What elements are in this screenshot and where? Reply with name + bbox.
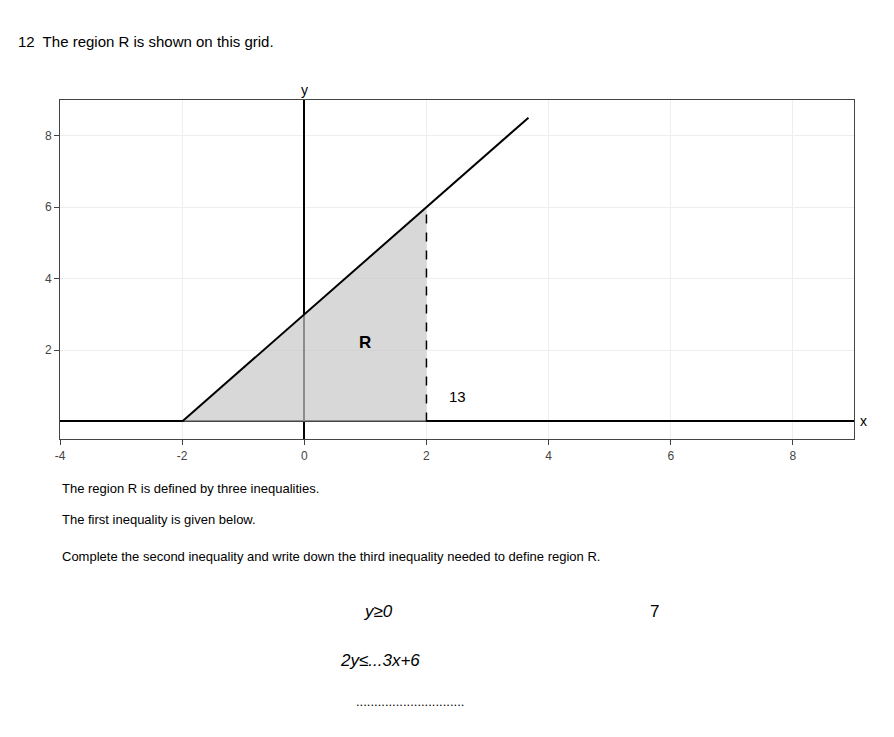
svg-text:R: R [359, 333, 371, 352]
svg-text:4: 4 [45, 272, 52, 286]
svg-text:The first inequality is given: The first inequality is given below. [62, 512, 256, 527]
svg-text:13: 13 [449, 388, 466, 405]
svg-text:y≥0: y≥0 [364, 602, 393, 621]
svg-text:7: 7 [650, 602, 659, 621]
svg-text:2: 2 [423, 449, 430, 463]
svg-text:4: 4 [545, 449, 552, 463]
svg-text:8: 8 [790, 449, 797, 463]
svg-text:The region R is defined by thr: The region R is defined by three inequal… [62, 481, 319, 496]
svg-text:-4: -4 [55, 449, 66, 463]
svg-text:0: 0 [301, 449, 308, 463]
svg-text:2y≤...3x+6: 2y≤...3x+6 [340, 651, 420, 670]
svg-text:6: 6 [45, 200, 52, 214]
svg-text:6: 6 [667, 449, 674, 463]
svg-text:-2: -2 [177, 449, 188, 463]
svg-text:12 The region R is shown on t: 12 The region R is shown on this grid. [18, 33, 274, 50]
svg-text:Complete the second inequality: Complete the second inequality and write… [62, 549, 600, 564]
svg-text:..............................: .............................. [356, 694, 464, 709]
svg-text:y: y [301, 82, 308, 98]
svg-text:8: 8 [45, 129, 52, 143]
svg-text:2: 2 [45, 343, 52, 357]
svg-text:x: x [860, 413, 867, 429]
